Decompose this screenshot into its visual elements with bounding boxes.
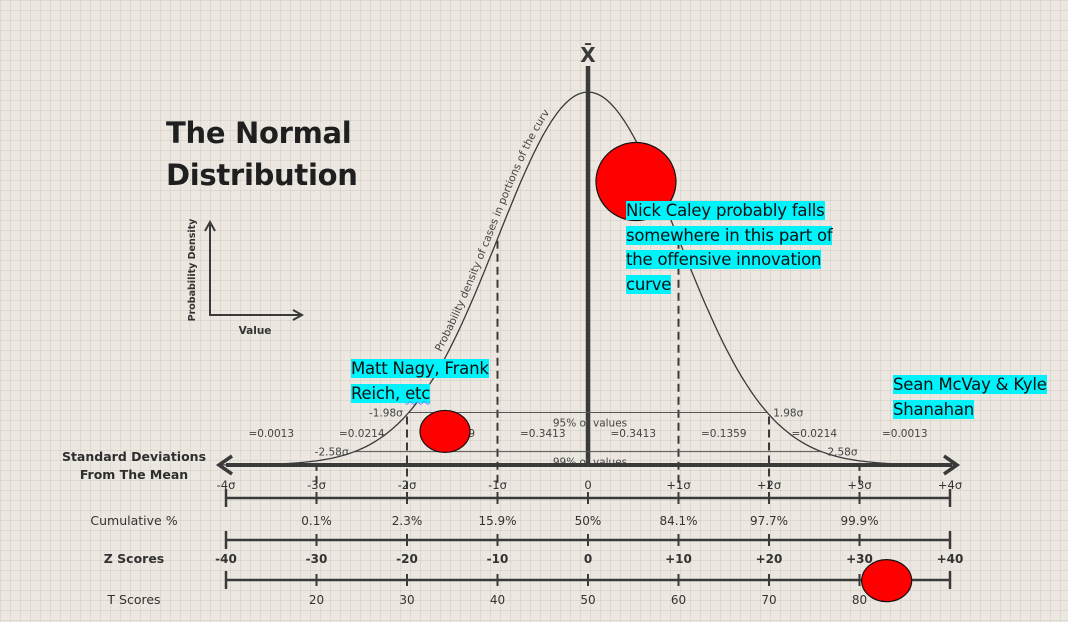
row-value: +40 <box>937 552 964 566</box>
row-value: 80 <box>852 593 867 607</box>
row-value: 97.7% <box>750 514 788 528</box>
area-label: =0.0214 <box>791 428 837 440</box>
annotation-nagy-reich: Matt Nagy, Frank Reich, etc <box>351 359 489 403</box>
row-value: +30 <box>846 552 873 566</box>
interval-95-right-label: 1.98σ <box>773 407 803 419</box>
row-value: 2.3% <box>392 514 423 528</box>
row-value: 50 <box>580 593 595 607</box>
axis-right-arrow <box>943 454 961 476</box>
area-label: =0.0013 <box>248 428 294 440</box>
row-value: +20 <box>756 552 783 566</box>
row-value: 30 <box>399 593 414 607</box>
sd-gridlines: X̄ <box>315 43 861 489</box>
row-value: 99.9% <box>840 514 878 528</box>
bell-curve <box>217 91 959 466</box>
mini-axis-right-arrow <box>292 309 305 321</box>
sd-tick-label: -3σ <box>307 478 326 492</box>
row-value: +10 <box>665 552 692 566</box>
sd-axis-label: Standard Deviations From The Mean <box>62 449 206 482</box>
area-label: =0.3413 <box>520 428 566 440</box>
nagy-reich-marker <box>419 409 471 454</box>
row-value: 50% <box>575 514 602 528</box>
mcvay-shanahan-marker <box>861 559 913 603</box>
sd-tick-label: +2σ <box>757 478 781 492</box>
row-value: 84.1% <box>659 514 697 528</box>
mini-axes: Probability Density Value <box>187 218 305 337</box>
sd-tick-label: -1σ <box>488 478 507 492</box>
area-label: =0.0214 <box>339 428 385 440</box>
row-label: T Scores <box>106 592 160 607</box>
row-value: 20 <box>309 593 324 607</box>
sd-tick-label: 0 <box>584 478 591 492</box>
sd-axis: -4σ -3σ -2σ -1σ 0 +1σ +2σ +3σ +4σ Standard Deviat… <box>62 449 962 492</box>
interval-99-right-label: 2.58σ <box>827 447 857 459</box>
area-label: =0.0013 <box>882 428 928 440</box>
annotation-mcvay-shanahan: Sean McVay & Kyle Shanahan <box>893 375 1047 419</box>
mini-axis-y-label: Probability Density <box>187 218 198 322</box>
row-value: 60 <box>671 593 686 607</box>
sd-tick-label: +3σ <box>847 478 871 492</box>
mini-axis-up-arrow <box>204 219 216 232</box>
score-rows: Cumulative % 0.1% 2.3% 15.9% 50% 84.1% 97.7% 99… <box>90 489 963 607</box>
sd-tick-label: -2σ <box>398 478 417 492</box>
mini-axis-x-label: Value <box>239 325 272 337</box>
row-value: -10 <box>487 552 509 566</box>
row-value: -40 <box>215 552 237 566</box>
row-value: 70 <box>761 593 776 607</box>
mini-axis-lines <box>209 224 300 316</box>
annotation-nick-caley: Nick Caley probably falls somewhere in t… <box>626 201 833 294</box>
sd-tick-label: -4σ <box>217 478 236 492</box>
row-label: Z Scores <box>104 551 165 566</box>
interval-99-left-label: -2.58σ <box>315 447 349 459</box>
row-value: 0.1% <box>301 514 332 528</box>
axis-left-arrow <box>215 454 233 476</box>
row-value: 0 <box>584 552 592 566</box>
sd-tick-label: +4σ <box>938 478 962 492</box>
interval-95-label: 95% of values <box>553 417 627 429</box>
interval-95-left-label: -1.98σ <box>369 407 403 419</box>
row-value: 15.9% <box>478 514 516 528</box>
area-label: =0.3413 <box>610 428 656 440</box>
mean-symbol: X̄ <box>580 43 596 67</box>
row-value: -20 <box>396 552 418 566</box>
area-label: =0.1359 <box>701 428 747 440</box>
row-value: 40 <box>490 593 505 607</box>
row-value: -30 <box>306 552 328 566</box>
row-label: Cumulative % <box>90 513 177 528</box>
sd-tick-label: +1σ <box>666 478 690 492</box>
page-title: The Normal Distribution <box>166 116 358 192</box>
